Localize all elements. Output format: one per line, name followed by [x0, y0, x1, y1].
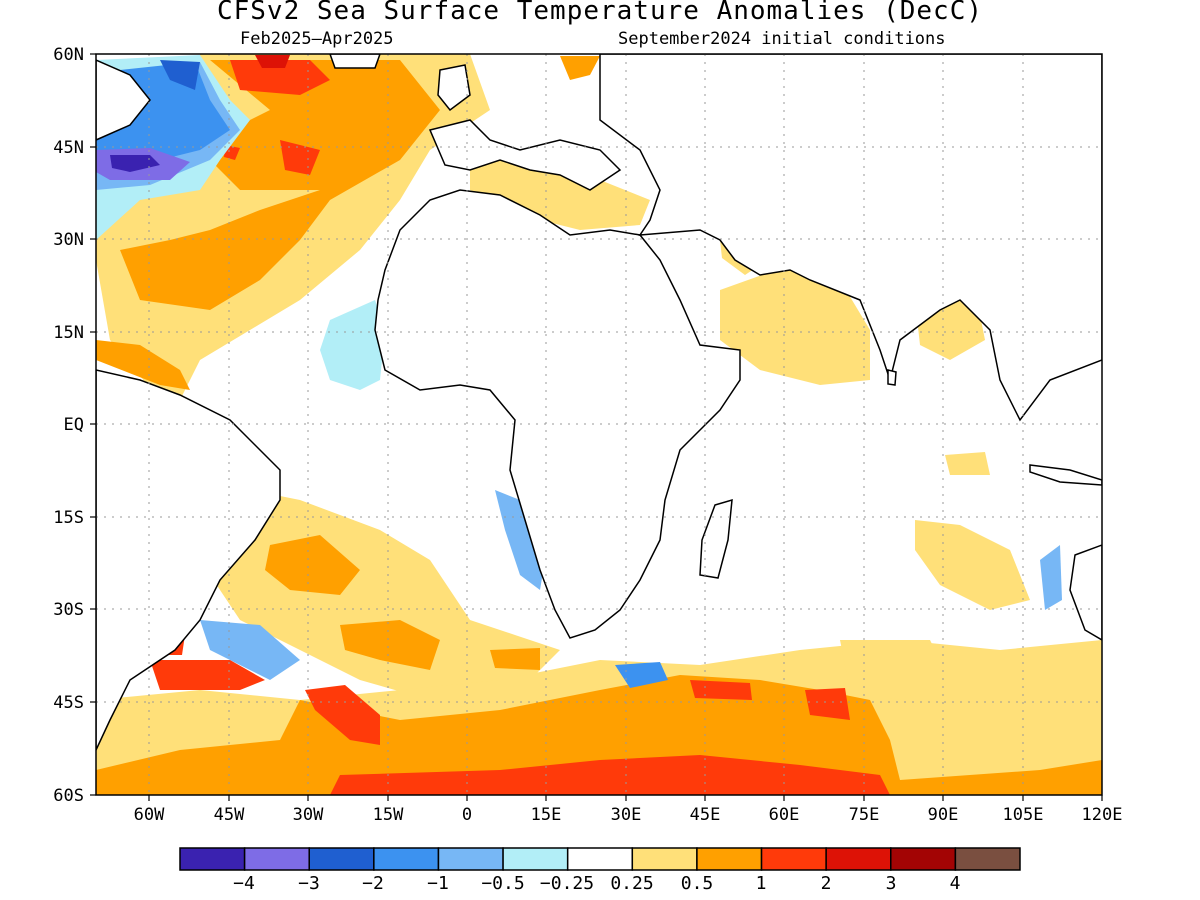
- lon-label: 15E: [531, 805, 562, 825]
- africa-eurasia-land: [374, 189, 741, 639]
- lon-label: 45W: [214, 805, 245, 825]
- anomaly-sw-atlantic-red: [150, 660, 265, 690]
- anomaly-nw-cold-darkblue: [160, 60, 200, 90]
- lon-label: 30W: [293, 805, 324, 825]
- lat-label: 30S: [53, 600, 84, 620]
- colorbar-swatch: [760, 847, 827, 871]
- british-isles-land: [437, 64, 471, 112]
- lat-label: 15S: [53, 508, 84, 528]
- lat-label: 30N: [53, 230, 84, 250]
- colorbar-label: −4: [233, 873, 255, 894]
- anomaly-n-atlantic-red: [230, 60, 330, 95]
- lon-label: 15W: [373, 805, 404, 825]
- axis-ticks: [90, 53, 1103, 801]
- colorbar-swatch: [631, 847, 698, 871]
- lon-labels: 60W 45W 30W 15W 0 15E 30E 45E 60E 75E 90…: [134, 805, 1123, 825]
- colorbar-label: −0.5: [481, 873, 524, 894]
- colorbar-swatch: [179, 847, 246, 871]
- australia-land: [1069, 544, 1102, 641]
- colorbar-label: 0.5: [681, 873, 714, 894]
- anomaly-southern-red-3: [805, 688, 850, 720]
- anomaly-southern-orange: [96, 675, 1102, 795]
- europe-land: [428, 119, 622, 191]
- colorbar-swatch: [954, 847, 1021, 871]
- colorbar-swatch: [890, 847, 957, 871]
- colorbar-label: −0.25: [540, 873, 594, 894]
- lat-label: 60S: [53, 786, 84, 806]
- colorbar-label: −2: [362, 873, 384, 894]
- colorbar-label: 0.25: [610, 873, 653, 894]
- anomaly-sw-atlantic-cold: [200, 620, 300, 680]
- lon-label: 60E: [769, 805, 800, 825]
- initial-conditions: September2024 initial conditions: [618, 29, 946, 49]
- grid: [96, 54, 1102, 795]
- colorbar-swatch: [437, 847, 504, 871]
- anomaly-s-atlantic-orange-2: [340, 620, 440, 670]
- colorbar-swatch: [696, 847, 763, 871]
- lon-label: 45E: [690, 805, 721, 825]
- lon-label: 120E: [1082, 805, 1123, 825]
- anomaly-e-indian-light: [945, 452, 990, 475]
- map-title: CFSv2 Sea Surface Temperature Anomalies …: [216, 0, 984, 26]
- lat-label: 15N: [53, 323, 84, 343]
- lon-label: 105E: [1003, 805, 1044, 825]
- colorbar-label: 3: [886, 873, 897, 894]
- colorbar: −4 −3 −2 −1 −0.5 −0.25 0.25 0.5 1 2 3 4: [179, 847, 1021, 894]
- lat-labels: 60N 45N 30N 15N EQ 15S 30S 45S 60S: [53, 45, 84, 806]
- lon-label: 0: [462, 805, 472, 825]
- anomaly-baltic: [560, 56, 600, 80]
- colorbar-swatches: [179, 847, 1021, 871]
- colorbar-label: 1: [756, 873, 767, 894]
- anomaly-indian-center: [840, 640, 950, 700]
- anomaly-nw-cold-indigo: [110, 155, 160, 172]
- anomaly-southern-red: [330, 755, 890, 795]
- anomaly-s-indian-cold: [615, 662, 668, 688]
- colorbar-swatch: [308, 847, 375, 871]
- sri-lanka-land: [887, 369, 897, 386]
- anomaly-n-atlantic-red-2: [280, 140, 320, 175]
- colorbar-label: 2: [821, 873, 832, 894]
- colorbar-label: −3: [298, 873, 320, 894]
- anomaly-southern-red-2: [690, 680, 752, 700]
- lat-label: 45S: [53, 693, 84, 713]
- anomaly-s-indian-light: [915, 520, 1030, 610]
- colorbar-swatch: [566, 847, 634, 871]
- anomaly-field: [96, 54, 1102, 795]
- colorbar-labels: −4 −3 −2 −1 −0.5 −0.25 0.25 0.5 1 2 3 4: [233, 873, 960, 894]
- south-america-land: [96, 369, 281, 751]
- lat-label: 45N: [53, 138, 84, 158]
- anomaly-arabian-sea: [720, 265, 870, 385]
- anomaly-caribbean: [96, 340, 190, 390]
- anomaly-n-atlantic-darkred: [255, 55, 290, 68]
- madagascar-land: [699, 498, 733, 579]
- anomaly-southern-red-4: [305, 685, 380, 745]
- lon-label: 60W: [134, 805, 165, 825]
- indonesia-land: [1029, 464, 1102, 486]
- lon-label: 30E: [611, 805, 642, 825]
- colorbar-swatch: [502, 847, 569, 871]
- lon-label: 90E: [928, 805, 959, 825]
- lon-label: 75E: [849, 805, 880, 825]
- forecast-period: Feb2025–Apr2025: [240, 29, 394, 49]
- north-america-land: [96, 59, 151, 141]
- colorbar-swatch: [825, 847, 892, 871]
- colorbar-label: −1: [427, 873, 449, 894]
- colorbar-swatch: [243, 847, 310, 871]
- plot-area: [96, 54, 1102, 795]
- anomaly-w-australia-cold: [1040, 545, 1062, 610]
- colorbar-label: 4: [950, 873, 961, 894]
- anomaly-canary-cold: [320, 300, 385, 390]
- lat-label: EQ: [64, 415, 84, 435]
- lat-label: 60N: [53, 45, 84, 65]
- iceland-land: [329, 54, 381, 69]
- anomaly-s-indian-orange: [490, 648, 540, 670]
- anomaly-n-atlantic-orange: [120, 60, 440, 310]
- anomaly-s-atlantic-orange: [265, 535, 360, 595]
- land: [96, 54, 1102, 751]
- anomaly-s-atlantic-light: [200, 480, 560, 700]
- anomaly-benguela-cold: [495, 490, 545, 590]
- arabia-asia-land: [599, 54, 1102, 422]
- colorbar-swatch: [373, 847, 440, 871]
